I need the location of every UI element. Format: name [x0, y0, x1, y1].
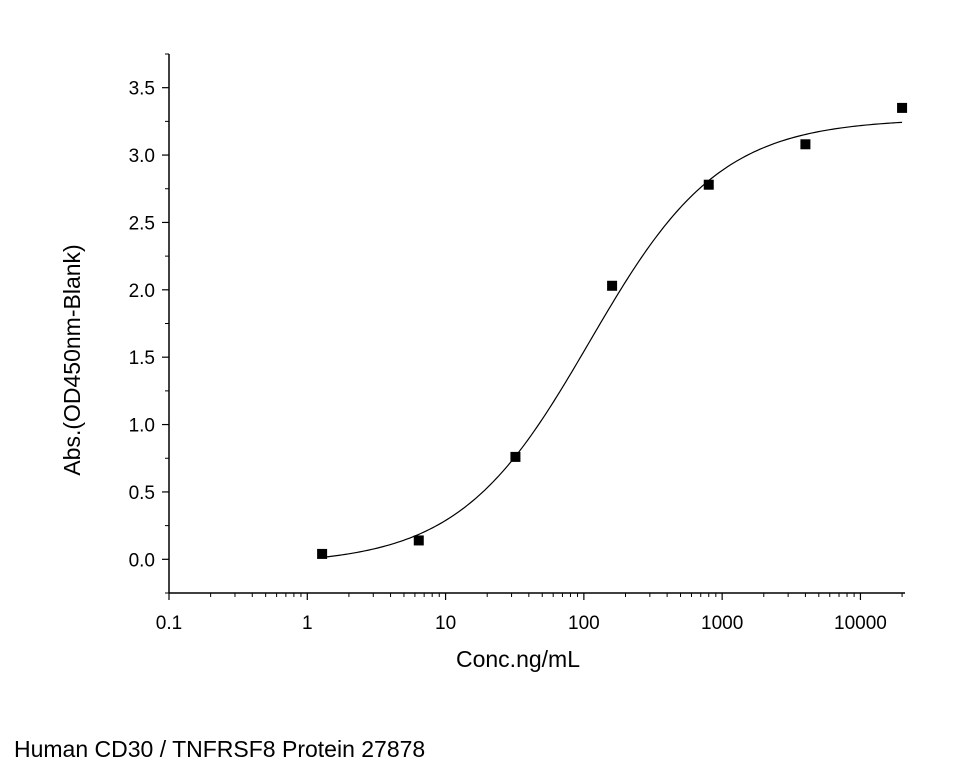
data-point — [413, 535, 424, 546]
y-tick-label: 3.5 — [129, 79, 155, 100]
x-tick-label: 100 — [568, 613, 600, 634]
data-point — [510, 451, 521, 462]
data-point — [897, 102, 908, 113]
data-point — [317, 548, 328, 559]
fit-curve — [322, 121, 903, 559]
y-tick-label: 2.0 — [129, 281, 155, 302]
y-tick-label: 3.0 — [129, 146, 155, 167]
fit-curve-layer — [322, 121, 903, 559]
y-tick-label: 0.5 — [129, 483, 155, 504]
x-tick-label: 10000 — [834, 613, 887, 634]
x-tick-label: 10 — [435, 613, 456, 634]
y-tick-label: 0.0 — [129, 550, 155, 571]
x-tick-label: 0.1 — [156, 613, 182, 634]
axes: 0.0 0.5 1.0 1.5 2.0 2.5 3.0 3.5 0.1 1 10 100 1000 100… — [129, 53, 905, 634]
x-tick-label: 1000 — [701, 613, 743, 634]
y-axis-title: Abs.(OD450nm-Blank) — [59, 244, 85, 475]
y-tick-label: 1.5 — [129, 348, 155, 369]
data-point — [800, 139, 811, 150]
x-tick-label: 1 — [302, 613, 313, 634]
data-points-layer — [317, 102, 908, 559]
x-axis-title: Conc.ng/mL — [456, 646, 580, 672]
y-tick-label: 1.0 — [129, 416, 155, 437]
figure-caption: Human CD30 / TNFRSF8 Protein 27878 — [14, 736, 426, 762]
y-tick-label: 2.5 — [129, 213, 155, 234]
data-point — [607, 280, 618, 291]
data-point — [703, 179, 714, 190]
